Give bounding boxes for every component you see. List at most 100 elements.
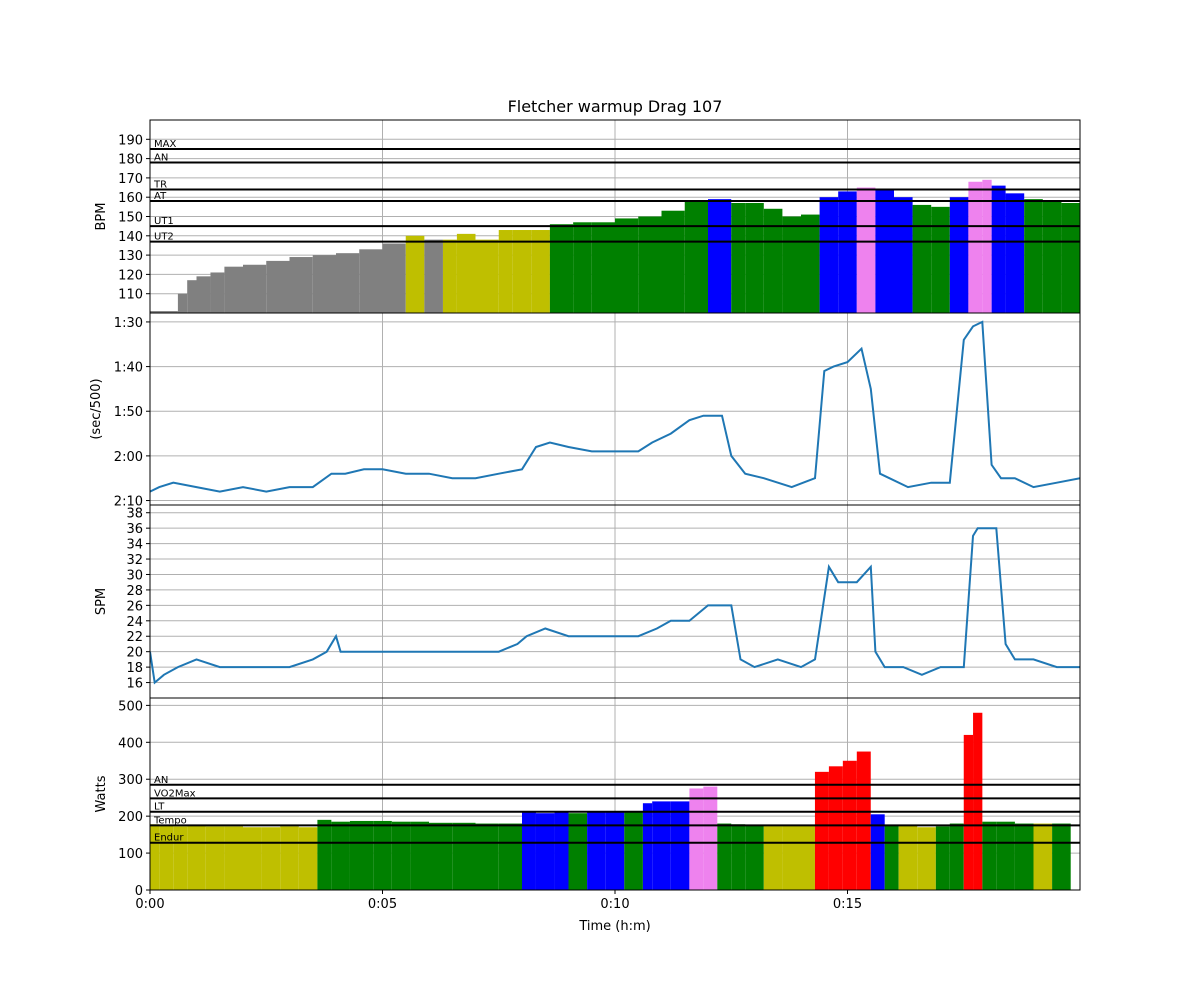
threshold-label: TR — [153, 179, 167, 190]
bar — [280, 826, 299, 890]
bar — [996, 821, 1015, 890]
y-tick-label: 32 — [126, 553, 143, 568]
bar — [205, 826, 225, 890]
y-tick-label: 1:40 — [114, 361, 143, 376]
bar — [717, 823, 732, 890]
bar — [838, 191, 857, 313]
x-axis-label: Time (h:m) — [578, 919, 650, 934]
bar — [991, 185, 1006, 313]
bar — [312, 255, 336, 313]
bar — [828, 766, 843, 890]
bar — [949, 197, 969, 313]
bar — [373, 820, 392, 890]
x-tick-label: 0:10 — [600, 897, 629, 912]
bar — [819, 197, 839, 313]
bar — [638, 216, 662, 313]
bar — [615, 218, 639, 313]
y-axis-label: SPM — [94, 588, 109, 615]
bar — [1052, 823, 1071, 890]
threshold-label: UT1 — [154, 216, 174, 227]
bar — [814, 771, 829, 890]
bar — [782, 216, 801, 313]
bar — [894, 197, 913, 313]
y-tick-label: 1:50 — [114, 405, 143, 420]
y-tick-label: 2:00 — [114, 450, 143, 465]
bar — [763, 826, 783, 890]
y-tick-label: 34 — [126, 538, 143, 553]
bar — [801, 825, 815, 890]
bar — [912, 204, 932, 313]
bar — [150, 824, 160, 890]
bar — [949, 823, 964, 890]
bar — [498, 823, 522, 890]
panel-plot-area — [150, 712, 1080, 890]
y-tick-label: 28 — [126, 584, 143, 599]
bar — [187, 825, 206, 890]
x-tick-label: 0:00 — [135, 897, 164, 912]
bar — [884, 825, 899, 890]
bar — [898, 825, 918, 890]
threshold-label: MAX — [154, 139, 176, 150]
bar — [554, 812, 569, 890]
y-tick-label: 1:30 — [114, 316, 143, 331]
y-tick-label: 180 — [118, 153, 143, 168]
bar — [782, 825, 801, 890]
bar — [684, 201, 708, 313]
bar — [689, 788, 704, 890]
bar — [405, 235, 425, 313]
y-tick-label: 110 — [118, 288, 143, 303]
bar — [642, 803, 653, 890]
bar — [935, 826, 950, 890]
bar — [243, 827, 262, 890]
bar — [266, 260, 290, 313]
y-tick-label: 400 — [118, 736, 143, 751]
y-tick-label: 0 — [135, 884, 143, 899]
bar — [931, 206, 950, 313]
x-tick-label: 0:15 — [833, 897, 862, 912]
y-tick-label: 100 — [118, 847, 143, 862]
y-tick-label: 2:10 — [114, 495, 143, 510]
y-tick-label: 190 — [118, 133, 143, 148]
y-tick-label: 160 — [118, 191, 143, 206]
y-tick-label: 130 — [118, 249, 143, 264]
bar — [196, 276, 211, 313]
bar — [410, 821, 429, 890]
y-tick-label: 16 — [126, 677, 143, 692]
threshold-label: UT2 — [154, 232, 174, 243]
panel-plot-area — [150, 320, 1080, 493]
panel-2: 1:30 1:40 1:50 2:00 2:10 (sec/500) — [89, 312, 1081, 510]
bar — [452, 822, 476, 890]
bar — [982, 821, 997, 890]
bar — [745, 202, 764, 313]
threshold-label: AT — [154, 191, 167, 202]
bar — [187, 280, 197, 313]
bar — [349, 820, 374, 890]
y-tick-label: 200 — [118, 810, 143, 825]
y-tick-label: 26 — [126, 599, 143, 614]
series-line — [150, 320, 1080, 493]
bar — [1024, 199, 1043, 313]
bar — [261, 827, 281, 890]
bar — [875, 189, 894, 313]
y-tick-label: 170 — [118, 172, 143, 187]
bar — [1042, 201, 1062, 313]
bar — [359, 249, 383, 313]
bar — [661, 210, 685, 313]
bar — [243, 264, 267, 313]
bar — [856, 187, 876, 313]
threshold-label: VO2Max — [154, 788, 196, 799]
bar — [512, 230, 532, 313]
y-tick-label: 500 — [118, 699, 143, 714]
bar — [475, 239, 499, 313]
bar — [801, 214, 820, 313]
bar — [336, 253, 360, 313]
bar — [568, 813, 588, 890]
bar — [429, 822, 453, 890]
bar — [442, 239, 457, 313]
bar — [968, 181, 983, 313]
bar — [605, 812, 625, 890]
y-tick-label: 150 — [118, 211, 143, 226]
bar — [531, 230, 550, 313]
